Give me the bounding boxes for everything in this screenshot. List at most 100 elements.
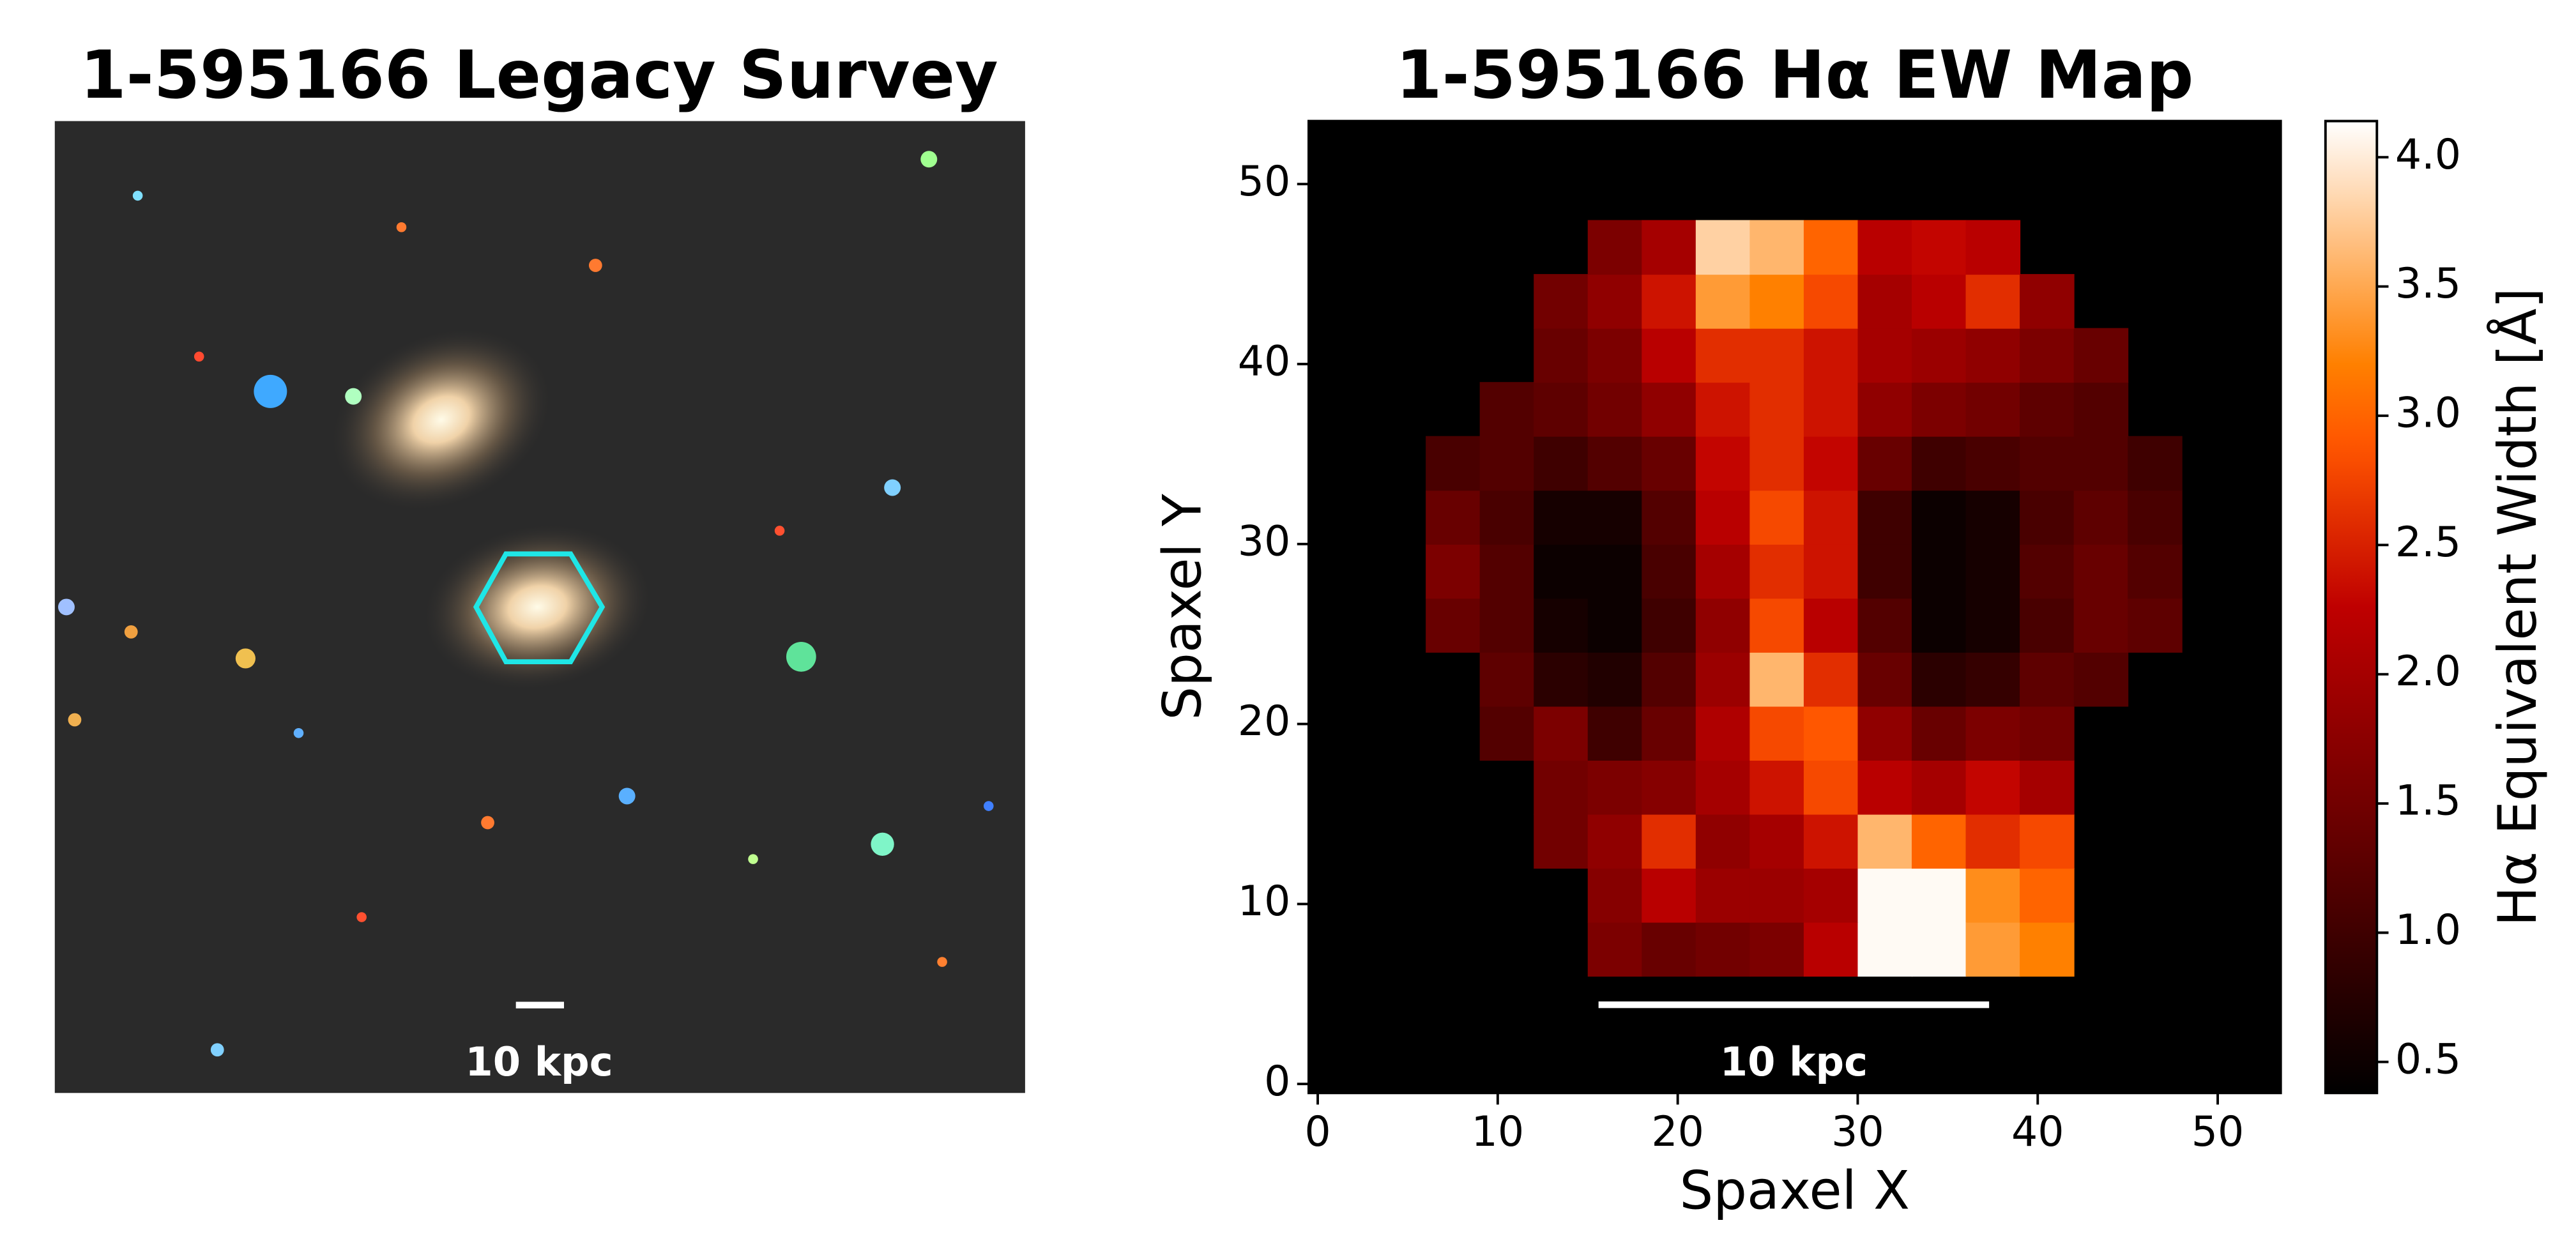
heatmap-cell: [1965, 922, 2021, 977]
heatmap-cell: [1911, 706, 1967, 761]
heatmap-cell: [1857, 922, 1913, 977]
heatmap-cell: [1642, 328, 1696, 383]
heatmap-cell: [1749, 706, 1804, 761]
star: [748, 854, 758, 864]
heatmap-cell: [1911, 922, 1967, 977]
heatmap-cell: [1857, 868, 1913, 923]
heatmap-cell: [1857, 544, 1913, 599]
heatmap-cell: [1965, 651, 2021, 707]
heatmap-cell: [1534, 490, 1589, 545]
heatmap-cell: [1587, 706, 1643, 761]
heatmap-cell: [2073, 651, 2129, 707]
heatmap-cell: [1803, 382, 1859, 437]
heatmap-cell: [1803, 544, 1859, 599]
heatmap-cell: [1587, 868, 1643, 923]
y-tick-label: 10: [1238, 878, 1291, 925]
heatmap-cell: [2128, 544, 2183, 599]
heatmap-cell: [1965, 382, 2021, 437]
heatmap-cell: [1857, 651, 1913, 707]
colorbar-tick-label: 3.5: [2395, 260, 2461, 308]
heatmap-cell: [1479, 651, 1535, 707]
star: [57, 598, 75, 616]
heatmap-cell: [1587, 598, 1643, 653]
star: [983, 801, 994, 811]
heatmap-cell: [1911, 436, 1967, 491]
heatmap-cell: [1587, 220, 1643, 275]
galaxy: [330, 327, 553, 512]
x-tick-label: 30: [1831, 1108, 1884, 1156]
heatmap-cell: [2020, 706, 2075, 761]
heatmap-cell: [1803, 490, 1859, 545]
y-tick-label: 40: [1238, 338, 1291, 386]
heatmap-cell: [1803, 598, 1859, 653]
heatmap-cell: [1857, 598, 1913, 653]
heatmap-cell: [1479, 706, 1535, 761]
heatmap-cell: [2073, 598, 2129, 653]
heatmap-cell: [1587, 544, 1643, 599]
colorbar-tick-label: 1.5: [2395, 777, 2461, 825]
heatmap-cell: [1749, 220, 1804, 275]
y-tick-label: 50: [1238, 158, 1291, 206]
ifu-footprint: [473, 551, 606, 665]
heatmap-cell: [2020, 759, 2075, 815]
heatmap-cell: [1587, 436, 1643, 491]
heatmap-cell: [1749, 490, 1804, 545]
heatmap-cell: [2020, 922, 2075, 977]
heatmap-cell: [1749, 436, 1804, 491]
heatmap-cell: [1965, 544, 2021, 599]
scale-bar-label: 10 kpc: [1720, 1038, 1868, 1085]
heatmap-cell: [1642, 868, 1696, 923]
colorbar-tick-label: 4.0: [2395, 131, 2461, 179]
star: [345, 388, 362, 405]
colorbar-tick-label: 3.0: [2395, 390, 2461, 437]
heatmap-cell: [1479, 490, 1535, 545]
heatmap-cell: [1803, 220, 1859, 275]
heatmap-cell: [1534, 814, 1589, 869]
heatmap-cell: [1965, 868, 2021, 923]
heatmap-cell: [2020, 382, 2075, 437]
star: [774, 526, 785, 536]
heatmap-cell: [1911, 274, 1967, 329]
star: [68, 713, 82, 727]
heatmap-cell: [1803, 814, 1859, 869]
heatmap-cell: [1749, 868, 1804, 923]
heatmap-cell: [1695, 651, 1751, 707]
heatmap-cell: [1695, 274, 1751, 329]
heatmap-cell: [1911, 328, 1967, 383]
heatmap-cell: [1479, 382, 1535, 437]
heatmap-cell: [1749, 382, 1804, 437]
x-axis-label: Spaxel X: [1680, 1160, 1910, 1222]
heatmap-cell: [1749, 651, 1804, 707]
heatmap-cell: [1642, 490, 1696, 545]
heatmap-cell: [1695, 598, 1751, 653]
colorbar: [2324, 119, 2379, 1095]
colorbar-label: Hα Equivalent Width [Å]: [2485, 287, 2549, 926]
heatmap-cell: [1534, 274, 1589, 329]
heatmap-cell: [1857, 220, 1913, 275]
heatmap-cell: [1911, 598, 1967, 653]
star: [618, 787, 636, 805]
heatmap-cell: [2073, 328, 2129, 383]
sky-image: [54, 121, 1025, 1093]
heatmap-cell: [1426, 490, 1481, 545]
heatmap-cell: [1642, 274, 1696, 329]
heatmap-cell: [1857, 436, 1913, 491]
heatmap-cell: [2128, 490, 2183, 545]
heatmap-cell: [1911, 651, 1967, 707]
heatmap-cell: [1965, 220, 2021, 275]
heatmap-cell: [1857, 382, 1913, 437]
star: [293, 727, 304, 738]
heatmap-cell: [1911, 759, 1967, 815]
heatmap-cell: [2020, 651, 2075, 707]
heatmap-cell: [1642, 544, 1696, 599]
chart-title: 1-595166 Hα EW Map: [1396, 37, 2193, 114]
heatmap-cell: [2020, 814, 2075, 869]
heatmap-cell: [1803, 922, 1859, 977]
heatmap-cell: [1857, 274, 1913, 329]
heatmap-cell: [1642, 706, 1696, 761]
heatmap-cell: [1857, 759, 1913, 815]
heatmap-cell: [1642, 436, 1696, 491]
heatmap-cell: [1642, 814, 1696, 869]
heatmap-cell: [1965, 436, 2021, 491]
